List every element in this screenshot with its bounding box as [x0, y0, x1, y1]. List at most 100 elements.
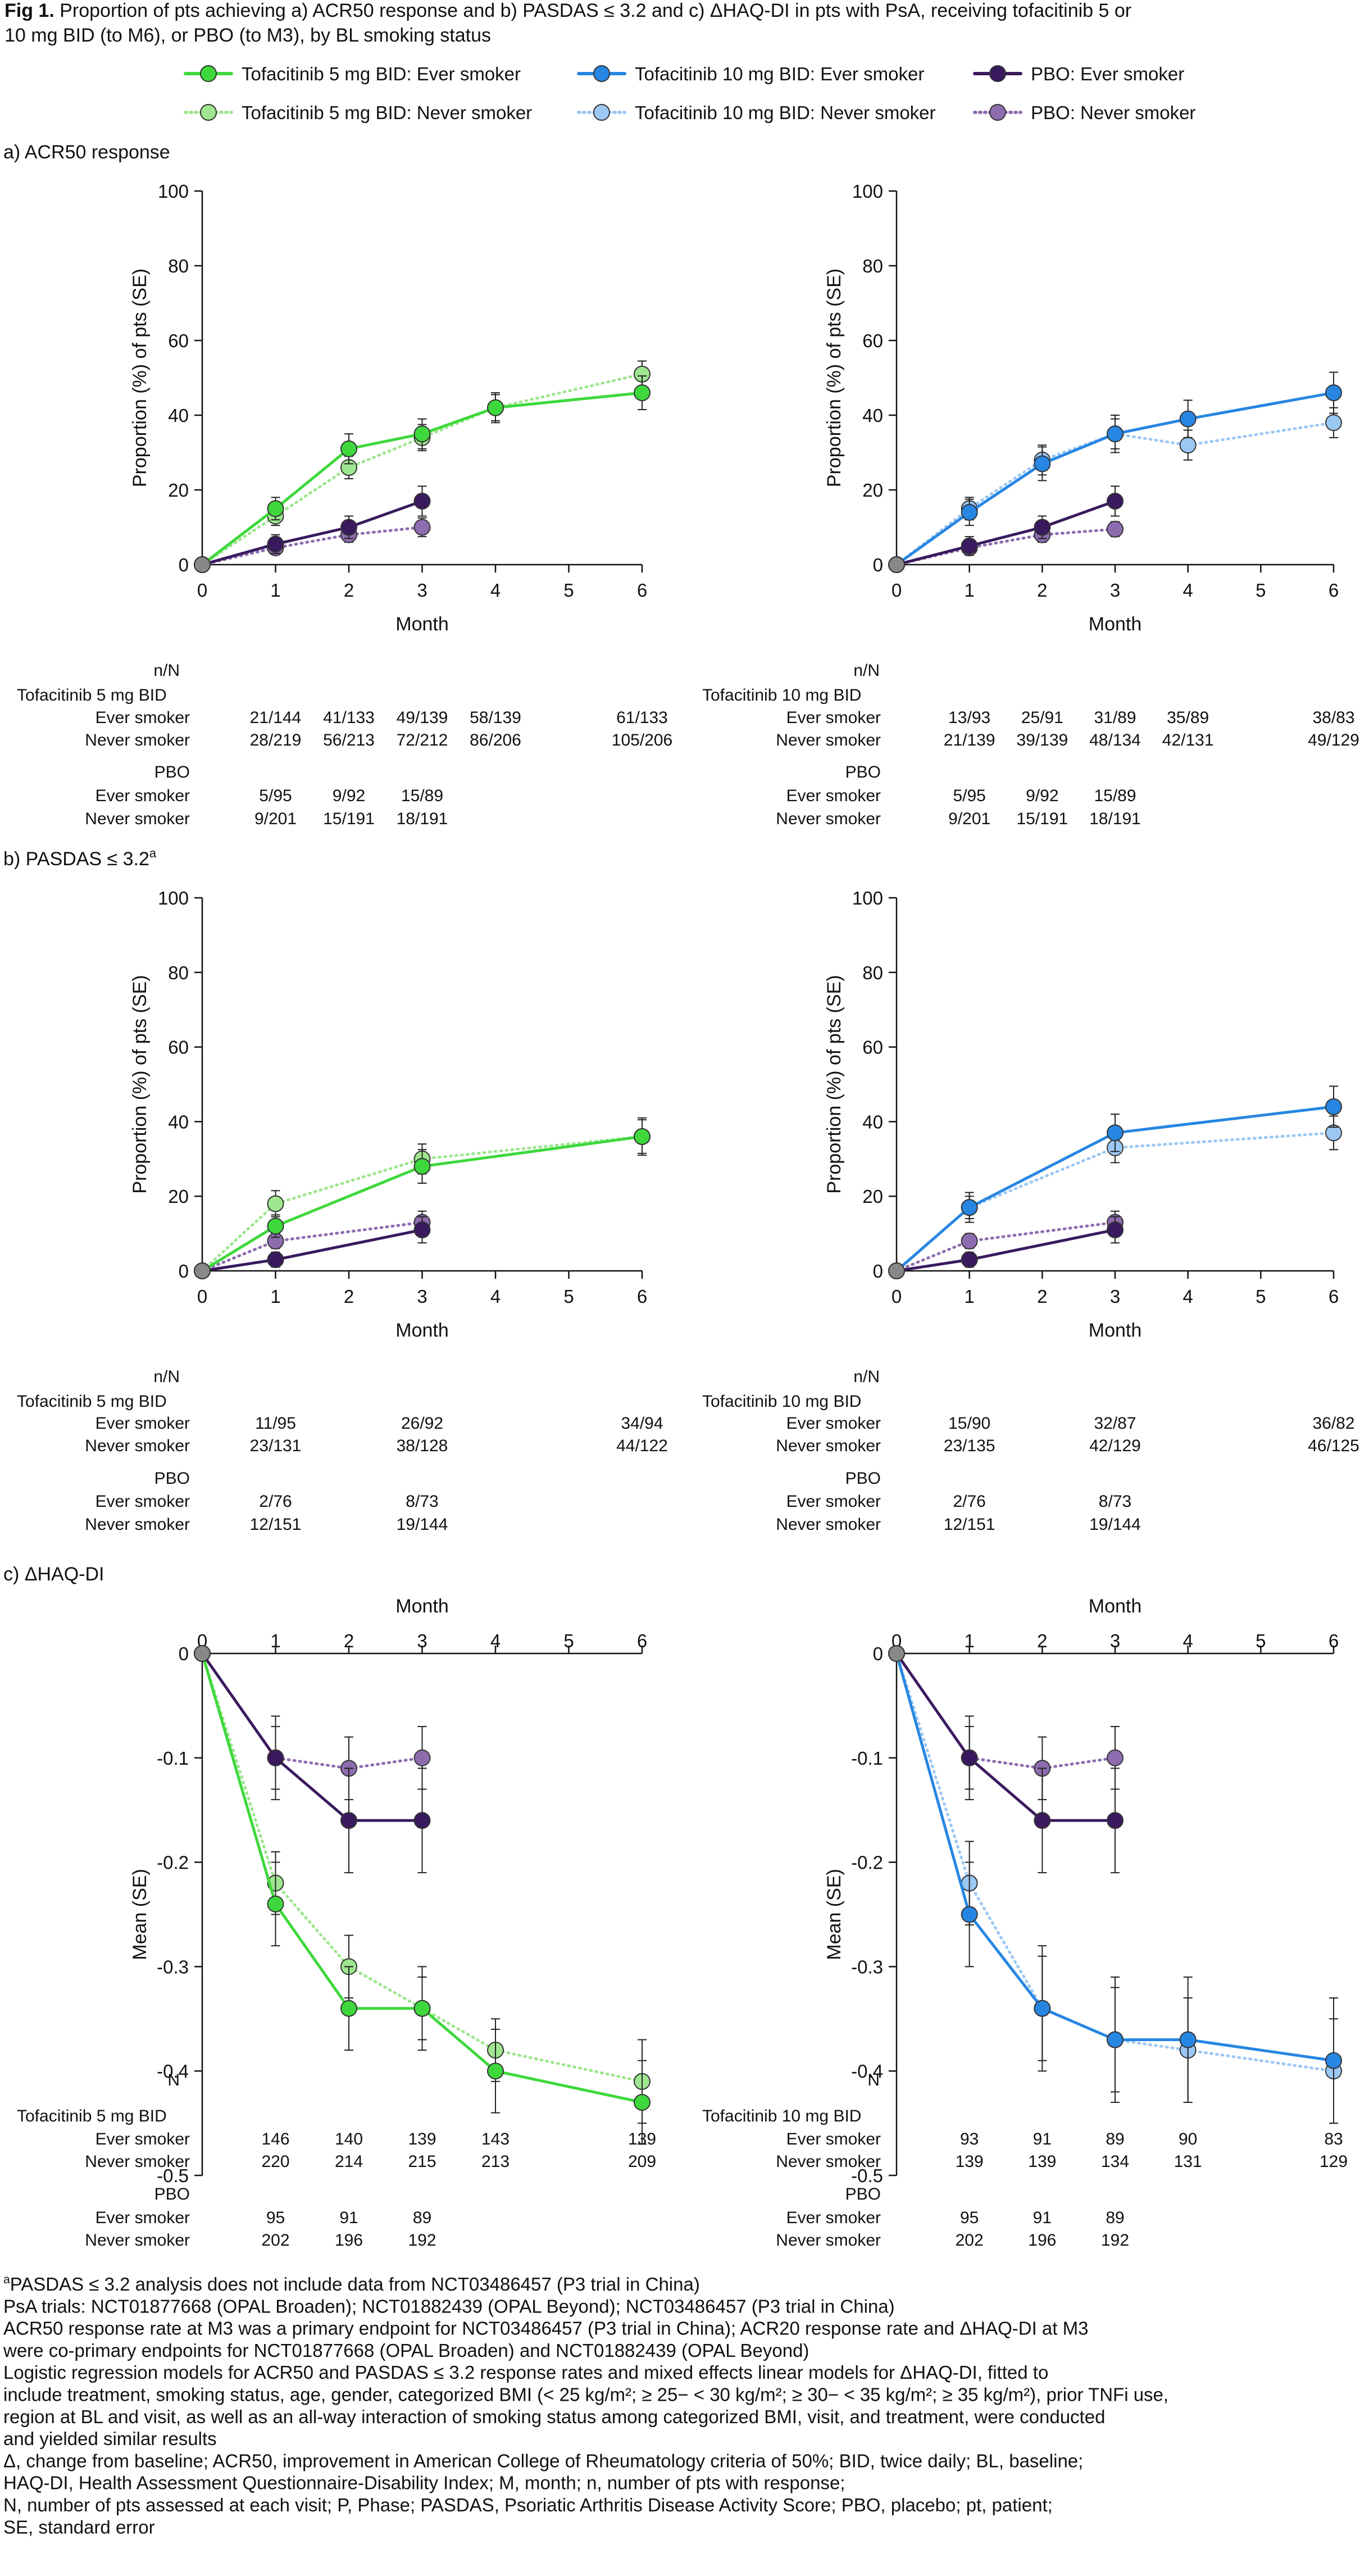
data-point — [267, 1195, 284, 1212]
data-point — [267, 500, 284, 517]
table-cell: 46/125 — [1308, 1437, 1359, 1455]
table-cell: 91 — [339, 2209, 358, 2227]
data-point — [413, 1749, 431, 1766]
table-row-label: Ever smoker — [95, 1492, 190, 1511]
table-row-label: Never smoker — [776, 2231, 881, 2250]
table-group-label: Tofacitinib 10 mg BID — [702, 1392, 861, 1411]
table-cell: 12/151 — [250, 1515, 302, 1534]
y-axis-title: Mean (SE) — [824, 1869, 845, 1960]
table-row-label: Ever smoker — [786, 708, 881, 727]
series-line — [201, 372, 644, 566]
table-count-label: n/N — [153, 1367, 180, 1386]
table-cell: 18/191 — [1089, 810, 1141, 828]
table-count-label: N — [167, 2071, 180, 2089]
y-tick-label: 60 — [862, 330, 883, 351]
table-cell: 19/144 — [397, 1515, 448, 1534]
footnote-line: Logistic regression models for ACR50 and… — [3, 2362, 1048, 2383]
footnote-text: HAQ-DI, Health Assessment Questionnaire-… — [3, 2473, 845, 2493]
table-cell: 90 — [1179, 2130, 1197, 2148]
table-cell: 131 — [1174, 2152, 1202, 2171]
table-row-label: Never smoker — [85, 1437, 190, 1455]
table-cell: 36/82 — [1312, 1414, 1354, 1433]
series-line — [895, 1652, 1335, 2073]
series-line — [201, 1221, 424, 1273]
table-cell: 93 — [960, 2130, 979, 2148]
table-cell: 91 — [1033, 2130, 1052, 2148]
y-tick-label: 20 — [168, 480, 189, 501]
data-point — [961, 1232, 978, 1250]
data-point — [1179, 2031, 1197, 2048]
y-tick-label: 60 — [168, 1037, 189, 1058]
footnote-line: HAQ-DI, Health Assessment Questionnaire-… — [3, 2473, 845, 2493]
section-label-text: b) PASDAS ≤ 3.2 — [3, 848, 149, 870]
table-cell: 49/139 — [397, 708, 448, 727]
data-point — [267, 1251, 284, 1269]
table-row-label: Never smoker — [85, 1515, 190, 1534]
data-point — [487, 2062, 504, 2080]
table-cell: 86/206 — [470, 731, 521, 749]
x-tick-label: 6 — [637, 1630, 647, 1651]
series-line — [201, 391, 644, 566]
table-cell: 9/201 — [254, 810, 297, 828]
series-line — [895, 1105, 1335, 1273]
x-tick-label: 4 — [1182, 1630, 1193, 1651]
data-point — [413, 519, 431, 536]
data-point — [1325, 2052, 1342, 2069]
table-cell: 134 — [1101, 2152, 1129, 2171]
data-point — [888, 1262, 905, 1279]
table-cell: 11/95 — [255, 1414, 296, 1433]
footnote-text: SE, standard error — [3, 2516, 155, 2537]
series-pbo-ever — [194, 1216, 431, 1279]
table-cell: 18/191 — [397, 810, 448, 828]
data-point — [267, 1895, 284, 1912]
y-tick-label: 0 — [179, 1261, 189, 1282]
table-1-left: n/N Tofacitinib 5 mg BID Ever smoker Never … — [17, 661, 672, 828]
chart-a-5mg: 0 20 40 60 80 100 0 1 2 3 4 5 6 Month Proportion (%) o… — [129, 181, 651, 635]
footnote-line: N, number of pts assessed at each visit;… — [3, 2495, 1053, 2515]
data-point — [194, 1645, 211, 1662]
table-cell: 26/92 — [401, 1414, 443, 1433]
y-tick-label: 60 — [862, 1037, 883, 1058]
footnote-text: PASDAS ≤ 3.2 analysis does not include d… — [10, 2274, 700, 2295]
y-tick-label: 0 — [179, 555, 189, 575]
table-cell: 42/129 — [1089, 1437, 1141, 1455]
data-point — [1107, 520, 1124, 538]
x-tick-label: 3 — [417, 580, 427, 601]
table-cell: 15/89 — [401, 787, 443, 805]
table-cell: 192 — [1101, 2231, 1129, 2250]
x-tick-label: 4 — [490, 1630, 501, 1651]
table-cell: 38/128 — [397, 1437, 448, 1455]
chart-b-5mg: 0 20 40 60 80 100 0 1 2 3 4 5 6 Month Proportion (%) o… — [129, 888, 651, 1341]
table-cell: 21/144 — [250, 708, 302, 727]
y-tick-label: 40 — [862, 1111, 883, 1132]
y-tick-label: 20 — [168, 1186, 189, 1207]
x-tick-label: 0 — [892, 1286, 902, 1307]
x-tick-label: 5 — [563, 1630, 574, 1651]
table-count-label: N — [867, 2071, 880, 2089]
table-cell: 202 — [261, 2231, 289, 2250]
x-axis-title: Month — [1089, 1596, 1142, 1617]
footnote-line: region at BL and visit, as well as an al… — [3, 2406, 1105, 2427]
table-count-label: n/N — [853, 1367, 880, 1386]
x-tick-label: 0 — [197, 1286, 207, 1307]
table-cell: 196 — [335, 2231, 363, 2250]
table-cell: 5/95 — [953, 787, 985, 805]
table-row-label: Ever smoker — [786, 2209, 881, 2227]
data-point — [413, 492, 431, 510]
x-tick-label: 1 — [964, 1286, 974, 1307]
table-cell: 41/133 — [323, 708, 375, 727]
x-tick-label: 0 — [892, 580, 902, 601]
x-tick-label: 0 — [197, 580, 207, 601]
table-cell: 23/131 — [250, 1437, 302, 1455]
footnote-line: were co-primary endpoints for NCT0187766… — [3, 2340, 809, 2361]
data-point — [1179, 410, 1197, 428]
footnote-text: Logistic regression models for ACR50 and… — [3, 2362, 1048, 2383]
table-cell: 72/212 — [397, 731, 448, 749]
x-tick-label: 1 — [964, 1630, 974, 1651]
y-tick-label: -0.5 — [157, 2165, 189, 2186]
table-group-label: PBO — [845, 1469, 881, 1488]
x-tick-label: 2 — [1037, 580, 1047, 601]
table-cell: 12/151 — [944, 1515, 995, 1534]
table-cell: 31/89 — [1094, 708, 1136, 727]
data-point — [1325, 384, 1342, 402]
